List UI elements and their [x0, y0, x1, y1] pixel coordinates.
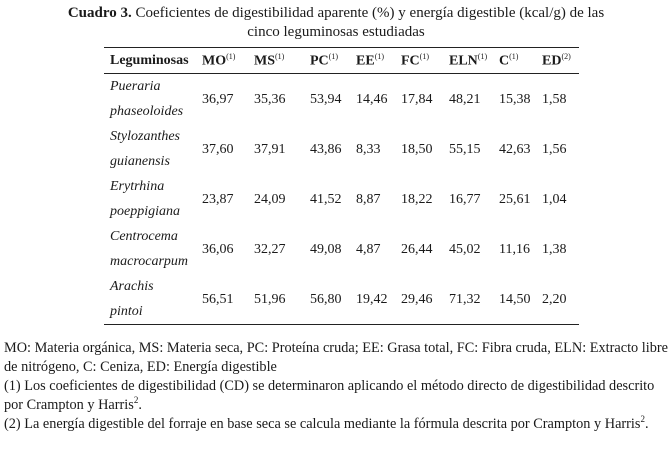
table-cell: 14,50 [499, 292, 531, 307]
table-cell: 48,21 [449, 92, 481, 107]
species-name-line1: Erytrhina [110, 179, 165, 194]
table-cell: 8,33 [356, 142, 381, 157]
table-cell: 36,97 [202, 92, 234, 107]
table-cell: 37,60 [202, 142, 234, 157]
table-cell: 1,04 [542, 192, 567, 207]
table-row-values: guianensis 37,60 37,91 43,86 8,33 18,50 55,15 4… [104, 142, 579, 174]
table-row-values: poeppigiana 23,87 24,09 41,52 8,87 18,22 16,77… [104, 192, 579, 224]
header-ed: ED(2) [542, 51, 571, 69]
table-cell: 37,91 [254, 142, 286, 157]
species-name-line2: poeppigiana [110, 204, 180, 219]
header-mo: MO(1) [202, 51, 236, 69]
header-leguminosas: Leguminosas [110, 52, 189, 68]
table-cell: 53,94 [310, 92, 342, 107]
table-cell: 35,36 [254, 92, 286, 107]
species-name-line2: guianensis [110, 154, 170, 169]
table-row: Erytrhina [104, 174, 579, 200]
caption-text-line2: cinco leguminosas estudiadas [247, 24, 425, 40]
table-cell: 29,46 [401, 292, 433, 307]
note-abbreviations: MO: Materia orgánica, MS: Materia seca, … [4, 340, 668, 375]
species-name-line1: Pueraria [110, 79, 161, 94]
table-cell: 42,63 [499, 142, 531, 157]
table-notes: MO: Materia orgánica, MS: Materia seca, … [4, 339, 668, 434]
table-cell: 15,38 [499, 92, 531, 107]
table-cell: 1,56 [542, 142, 567, 157]
header-eln: ELN(1) [449, 51, 488, 69]
table-cell: 25,61 [499, 192, 531, 207]
table-row: Pueraria [104, 74, 579, 101]
table-cell: 41,52 [310, 192, 342, 207]
table-cell: 1,38 [542, 242, 567, 257]
table-row-values: macrocarpum 36,06 32,27 49,08 4,87 26,44 45,02… [104, 242, 579, 274]
table-cell: 11,16 [499, 242, 530, 257]
table-cell: 19,42 [356, 292, 388, 307]
table-cell: 17,84 [401, 92, 433, 107]
species-name-line2: macrocarpum [110, 254, 189, 269]
table-cell: 32,27 [254, 242, 286, 257]
table-row: Centrocema [104, 224, 579, 250]
table-cell: 14,46 [356, 92, 388, 107]
note-1: (1) Los coeficientes de digestibilidad (… [4, 378, 655, 413]
table-cell: 1,58 [542, 92, 567, 107]
species-name-line2: phaseoloides [110, 104, 184, 119]
table-row-values: phaseoloides 36,97 35,36 53,94 14,46 17,84 48,… [104, 92, 579, 124]
species-name-line2: pintoi [110, 304, 143, 319]
table-header-row: Leguminosas MO(1) MS(1) PC(1) EE(1) FC(1… [104, 47, 579, 74]
table-cell: 56,51 [202, 292, 234, 307]
species-name-line1: Stylozanthes [110, 129, 180, 144]
table-cell: 71,32 [449, 292, 481, 307]
table-cell: 56,80 [310, 292, 342, 307]
header-pc: PC(1) [310, 51, 338, 69]
header-ms: MS(1) [254, 51, 285, 69]
species-name-line1: Arachis [110, 279, 154, 294]
header-c: C(1) [499, 51, 519, 69]
table-cell: 18,50 [401, 142, 433, 157]
note-2: (2) La energía digestible del forraje en… [4, 414, 649, 432]
header-ee: EE(1) [356, 51, 385, 69]
caption-text-line1: Coeficientes de digestibilidad aparente … [135, 5, 605, 21]
table-body: Pueraria phaseoloides 36,97 35,36 53,94 14,46… [104, 74, 579, 325]
table-cell: 45,02 [449, 242, 481, 257]
table-cell: 51,96 [254, 292, 286, 307]
table-cell: 24,09 [254, 192, 286, 207]
table-cell: 26,44 [401, 242, 433, 257]
table-caption: Cuadro 3. Coeficientes de digestibilidad… [0, 4, 672, 42]
table-cell: 49,08 [310, 242, 342, 257]
table-cell: 36,06 [202, 242, 234, 257]
data-table: Leguminosas MO(1) MS(1) PC(1) EE(1) FC(1… [104, 47, 579, 325]
species-name-line1: Centrocema [110, 229, 178, 244]
table-cell: 4,87 [356, 242, 381, 257]
table-cell: 23,87 [202, 192, 234, 207]
table-row: Arachis [104, 274, 579, 300]
table-cell: 8,87 [356, 192, 381, 207]
table-row-values: pintoi 56,51 51,96 56,80 19,42 29,46 71,32 14,5… [104, 292, 579, 325]
caption-label: Cuadro 3. [67, 5, 132, 21]
table-cell: 55,15 [449, 142, 481, 157]
table-cell: 16,77 [449, 192, 481, 207]
table-cell: 2,20 [542, 292, 567, 307]
table-row: Stylozanthes [104, 124, 579, 150]
table-cell: 43,86 [310, 142, 342, 157]
table-cell: 18,22 [401, 192, 433, 207]
header-fc: FC(1) [401, 51, 429, 69]
